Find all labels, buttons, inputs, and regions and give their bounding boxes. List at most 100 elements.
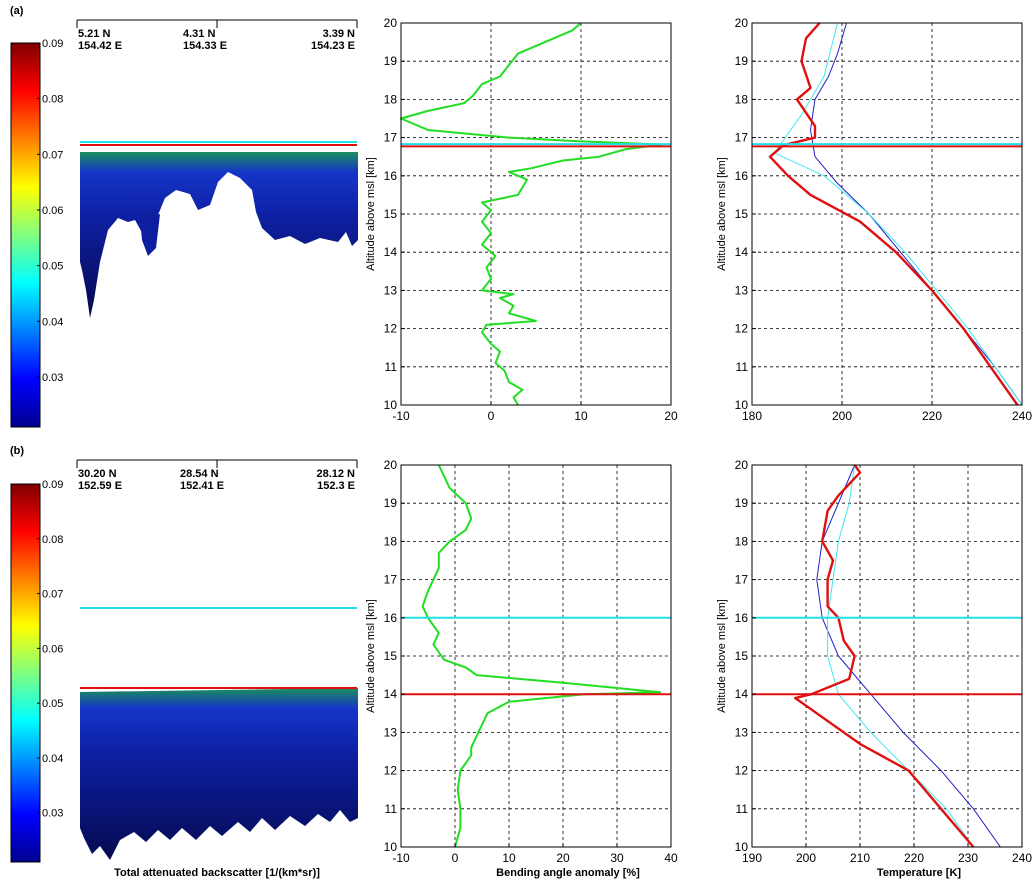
b-bending-ytick-label-4: 14 <box>384 687 398 701</box>
a-temperature-ytick-label-3: 13 <box>735 283 749 297</box>
a-bending-ylabel: Altitude above msl [km] <box>365 157 377 271</box>
colorbar-a-tick-label-3: 0.06 <box>42 205 63 217</box>
coord-lon-a-2: 154.33 E <box>183 40 227 52</box>
colorbar-b-tick-label-6: 0.09 <box>42 479 63 491</box>
a-bending-ytick-label-8: 18 <box>384 92 398 106</box>
row-label-a: (a) <box>10 5 24 17</box>
xlabel-bending: Bending angle anomaly [%] <box>496 867 640 879</box>
coord-lon-b-2: 152.41 E <box>180 480 224 492</box>
a-bending-ytick-label-3: 13 <box>384 283 398 297</box>
b-bending-ytick-label-8: 18 <box>384 534 398 548</box>
coord-lon-b-1: 152.59 E <box>78 480 122 492</box>
a-temperature-series-red <box>768 22 1019 406</box>
b-bending-xtick-label-2: 10 <box>502 851 516 865</box>
colorbar-b-tick-label-5: 0.08 <box>42 534 63 546</box>
a-bending-ytick-label-0: 10 <box>384 398 398 412</box>
a-temperature-xtick-label-3: 240 <box>1012 409 1032 423</box>
b-bending-ytick-label-6: 16 <box>384 611 398 625</box>
b-bending-ytick-label-0: 10 <box>384 840 398 854</box>
b-bending-ytick-label-2: 12 <box>384 764 398 778</box>
b-temperature-ytick-label-6: 16 <box>735 611 749 625</box>
a-temperature-ytick-label-2: 12 <box>735 322 749 336</box>
a-temperature-xtick-label-2: 220 <box>922 409 942 423</box>
bending-panel-b: -10 0 10 20 30 40 10 11 12 13 14 15 16 17 18 19 20 Altitu… <box>365 458 678 865</box>
b-bending-ytick-label-5: 15 <box>384 649 398 663</box>
a-temperature-ytick-label-10: 20 <box>735 16 749 30</box>
cloud-backscatter-a <box>80 152 358 318</box>
a-temperature-series-cyan_thin <box>774 22 1023 406</box>
colorbar-b-tick-label-0: 0.03 <box>42 808 63 820</box>
b-temperature-xtick-label-4: 230 <box>958 851 978 865</box>
b-temperature-series-red <box>794 464 975 848</box>
coord-lat-b-1: 30.20 N <box>78 468 117 480</box>
b-temperature-xtick-label-5: 240 <box>1012 851 1032 865</box>
b-temperature-ytick-label-5: 15 <box>735 649 749 663</box>
b-bending-ylabel: Altitude above msl [km] <box>365 599 377 713</box>
a-bending-xtick-label-0: -10 <box>392 409 410 423</box>
coord-lat-a-3: 3.39 N <box>323 28 355 40</box>
coord-lat-b-3: 28.12 N <box>316 468 355 480</box>
row-label-b: (b) <box>10 445 24 457</box>
colorbar-b-tick-label-1: 0.04 <box>42 753 63 765</box>
a-temperature-ytick-label-9: 19 <box>735 54 749 68</box>
a-temperature-ytick-label-6: 16 <box>735 169 749 183</box>
b-temperature-xtick-label-2: 210 <box>850 851 870 865</box>
colorbar-a-tick-label-2: 0.05 <box>42 261 63 273</box>
b-bending-xtick-label-0: -10 <box>392 851 410 865</box>
bending-panel-a: -10 0 10 20 10 11 12 13 14 15 16 17 18 19 20 Altitude a… <box>365 16 678 423</box>
temperature-panel-a: 180 200 220 240 10 11 12 13 14 15 16 17 18 19 20 Altitu… <box>716 16 1032 423</box>
colorbar-a-tick-label-5: 0.08 <box>42 94 63 106</box>
b-temperature-series-blue <box>816 464 1001 848</box>
coord-lat-a-2: 4.31 N <box>183 28 215 40</box>
a-bending-ytick-label-7: 17 <box>384 131 398 145</box>
temperature-panel-b: 190 200 210 220 230 240 10 11 12 13 14 15 16 17 18 19 20… <box>716 458 1032 865</box>
xlabel-temperature: Temperature [K] <box>877 867 961 879</box>
b-temperature-ytick-label-10: 20 <box>735 458 749 472</box>
b-bending-ytick-label-10: 20 <box>384 458 398 472</box>
cloud-backscatter-b <box>80 688 358 860</box>
colorbar-b-tick-label-2: 0.05 <box>42 698 63 710</box>
a-bending-ytick-label-4: 14 <box>384 245 398 259</box>
b-temperature-ytick-label-0: 10 <box>735 840 749 854</box>
coord-lon-a-3: 154.23 E <box>311 40 355 52</box>
a-bending-ytick-label-5: 15 <box>384 207 398 221</box>
a-temperature-xtick-label-1: 200 <box>832 409 852 423</box>
b-temperature-xtick-label-3: 220 <box>904 851 924 865</box>
a-bending-ytick-label-9: 19 <box>384 54 398 68</box>
a-bending-xtick-label-3: 20 <box>664 409 678 423</box>
a-temperature-ytick-label-1: 11 <box>736 360 749 374</box>
a-temperature-ytick-label-7: 17 <box>735 131 749 145</box>
lidar-panel-a: 5.21 N 154.42 E 4.31 N 154.33 E 3.39 N 1… <box>76 19 358 318</box>
colorbar-a-tick-label-1: 0.04 <box>42 316 63 328</box>
a-temperature-ytick-label-8: 18 <box>735 92 749 106</box>
b-bending-ytick-label-1: 11 <box>385 802 398 816</box>
coord-lon-a-1: 154.42 E <box>78 40 122 52</box>
lidar-panel-b: 30.20 N 152.59 E 28.54 N 152.41 E 28.12 … <box>76 459 358 860</box>
colorbar-b-tick-label-3: 0.06 <box>42 643 63 655</box>
b-temperature-ylabel: Altitude above msl [km] <box>716 599 728 713</box>
colorbar-a-tick-label-6: 0.09 <box>42 38 63 50</box>
b-bending-series-green <box>421 464 662 848</box>
b-temperature-xtick-label-0: 190 <box>742 851 762 865</box>
b-temperature-ytick-label-2: 12 <box>735 764 749 778</box>
b-temperature-ytick-label-1: 11 <box>736 802 749 816</box>
b-temperature-ytick-label-9: 19 <box>735 496 749 510</box>
b-bending-xtick-label-4: 30 <box>610 851 624 865</box>
b-bending-ytick-label-3: 13 <box>384 725 398 739</box>
a-bending-ytick-label-2: 12 <box>384 322 398 336</box>
colorbar-b: 0.03 0.04 0.05 0.06 0.07 0.08 0.09 <box>10 479 63 863</box>
b-bending-ytick-label-9: 19 <box>384 496 398 510</box>
a-bending-xtick-label-1: 0 <box>488 409 495 423</box>
b-bending-xtick-label-1: 0 <box>452 851 459 865</box>
colorbar-a-tick-label-4: 0.07 <box>42 149 63 161</box>
a-temperature-ytick-label-5: 15 <box>735 207 749 221</box>
coord-lat-a-1: 5.21 N <box>78 28 110 40</box>
a-bending-xtick-label-2: 10 <box>574 409 588 423</box>
a-bending-series-green <box>400 22 663 406</box>
a-temperature-ytick-label-4: 14 <box>735 245 749 259</box>
a-temperature-ylabel: Altitude above msl [km] <box>716 157 728 271</box>
colorbar-a: 0.03 0.04 0.05 0.06 0.07 0.08 0.09 <box>10 38 63 428</box>
b-bending-xtick-label-3: 20 <box>556 851 570 865</box>
a-temperature-xtick-label-0: 180 <box>742 409 762 423</box>
